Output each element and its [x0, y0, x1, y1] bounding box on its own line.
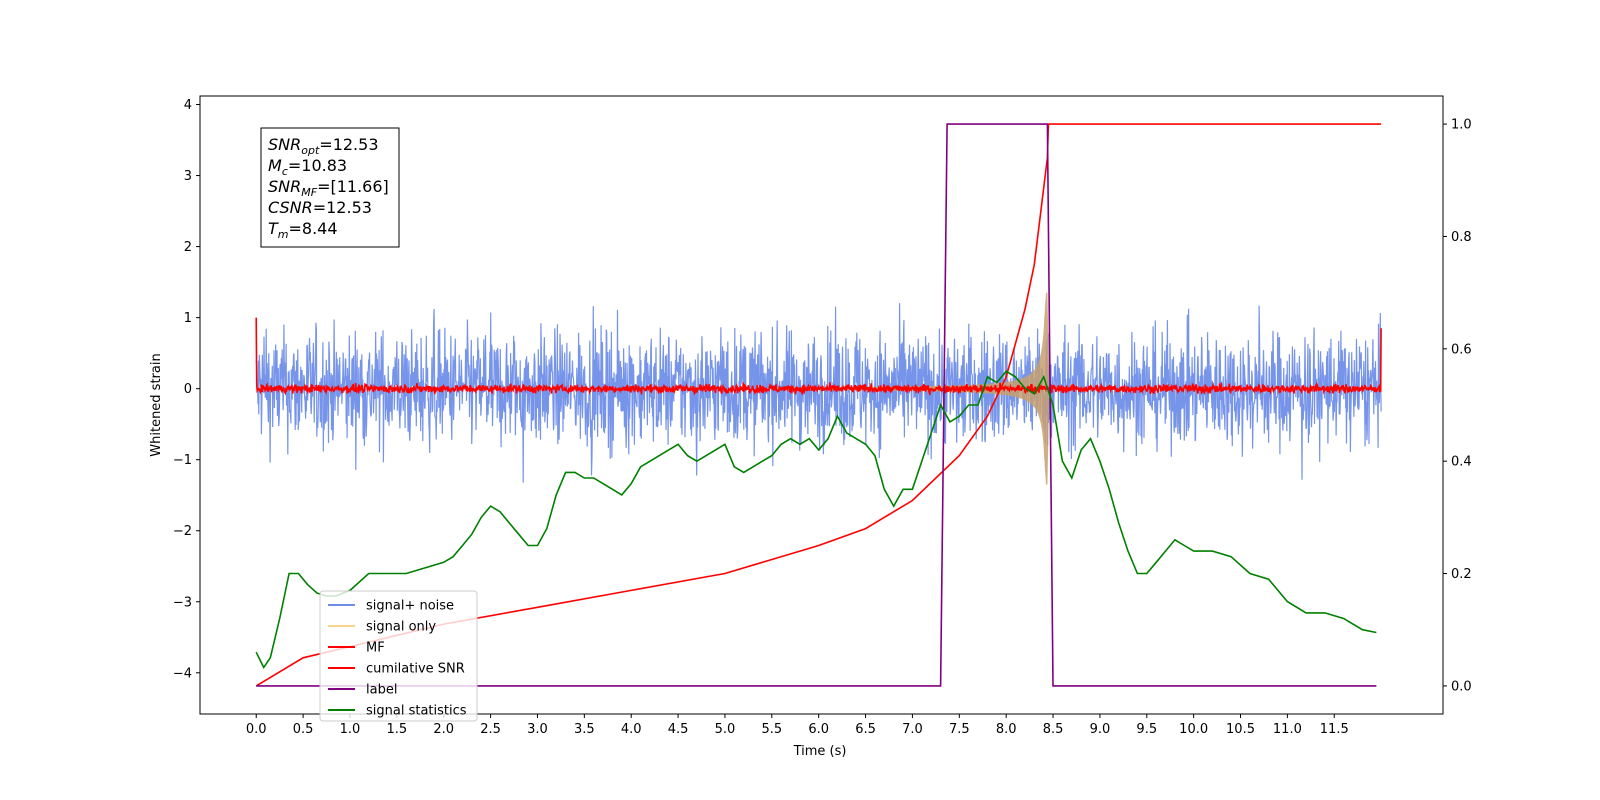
x-tick-label: 3.5 — [574, 722, 595, 737]
x-tick-label: 1.0 — [340, 722, 361, 737]
y-tick-label: −4 — [173, 666, 192, 681]
annotation-frame — [260, 127, 400, 248]
series-signal-noise — [255, 303, 1382, 483]
x-tick-label: 4.5 — [668, 722, 689, 737]
x-tick-label: 7.5 — [949, 722, 970, 737]
x-tick-label: 10.0 — [1179, 722, 1208, 737]
x-tick-label: 5.0 — [715, 722, 736, 737]
legend-label: signal statistics — [366, 704, 467, 719]
y-tick-label: −3 — [173, 595, 192, 610]
x-tick-label: 6.0 — [808, 722, 829, 737]
x-tick-label: 11.5 — [1320, 722, 1349, 737]
annotation-line: SNRMF=[11.66] — [268, 177, 389, 199]
x-tick-label: 3.0 — [527, 722, 548, 737]
y-tick-label: 3 — [184, 169, 192, 184]
y-tick-label: 0 — [184, 382, 192, 397]
y-axis-right: 1.0 0.8 0.6 0.4 0.2 0.0 — [1443, 118, 1472, 694]
y-tick-label: 4 — [184, 98, 192, 113]
series-signal-statistics — [255, 370, 1377, 669]
y-tick-label: −1 — [173, 453, 192, 468]
x-tick-label: 9.5 — [1136, 722, 1157, 737]
y-tick-label: 1 — [184, 311, 192, 326]
legend-label: label — [366, 683, 397, 698]
y2-tick-label: 0.6 — [1451, 342, 1472, 357]
y2-tick-label: 0.4 — [1451, 455, 1472, 470]
x-tick-label: 10.5 — [1226, 722, 1255, 737]
legend-frame — [319, 590, 478, 722]
y2-tick-label: 0.2 — [1451, 567, 1472, 582]
plot-frame — [199, 95, 1444, 715]
x-tick-label: 9.0 — [1090, 722, 1111, 737]
x-tick-label: 5.5 — [761, 722, 782, 737]
y-tick-label: 2 — [184, 240, 192, 255]
y-axis-label: Whitened strain — [149, 353, 164, 456]
annotation-line: Mc=10.83 — [268, 156, 347, 178]
y2-tick-label: 1.0 — [1451, 118, 1472, 133]
x-tick-label: 8.5 — [1043, 722, 1064, 737]
x-tick-label: 0.0 — [246, 722, 267, 737]
annotation-line: SNRopt=12.53 — [268, 135, 379, 157]
y-tick-label: −2 — [173, 524, 192, 539]
legend-label: signal only — [366, 620, 436, 635]
y-axis-left: 4 3 2 1 0 −1 −2 −3 −4 — [173, 98, 200, 681]
x-axis: 0.0 0.5 1.0 1.5 2.0 2.5 3.0 3.5 4.0 4.5 5.0 5.5 6.0 6… — [246, 714, 1349, 737]
series-label — [256, 123, 1377, 687]
y2-tick-label: 0.8 — [1451, 230, 1472, 245]
legend-label: cumilative SNR — [366, 662, 465, 677]
x-tick-label: 0.5 — [293, 722, 314, 737]
annotation-line: Tm=8.44 — [268, 219, 338, 241]
x-tick-label: 4.0 — [621, 722, 642, 737]
x-tick-label: 6.5 — [855, 722, 876, 737]
x-tick-label: 2.5 — [480, 722, 501, 737]
x-tick-label: 11.0 — [1273, 722, 1302, 737]
x-tick-label: 7.0 — [902, 722, 923, 737]
x-axis-label: Time (s) — [793, 744, 847, 759]
annotation-line: CSNR=12.53 — [268, 198, 372, 217]
series-mf — [255, 317, 1382, 396]
x-tick-label: 8.0 — [996, 722, 1017, 737]
x-tick-label: 2.0 — [433, 722, 454, 737]
legend-label: MF — [366, 641, 385, 656]
y2-tick-label: 0.0 — [1451, 679, 1472, 694]
x-tick-label: 1.5 — [387, 722, 408, 737]
legend: signal+ noise signal only MF cumilative SNR… — [319, 590, 478, 722]
annotation-box: SNRopt=12.53Mc=10.83SNRMF=[11.66]CSNR=12… — [260, 127, 400, 248]
legend-label: signal+ noise — [366, 599, 454, 614]
